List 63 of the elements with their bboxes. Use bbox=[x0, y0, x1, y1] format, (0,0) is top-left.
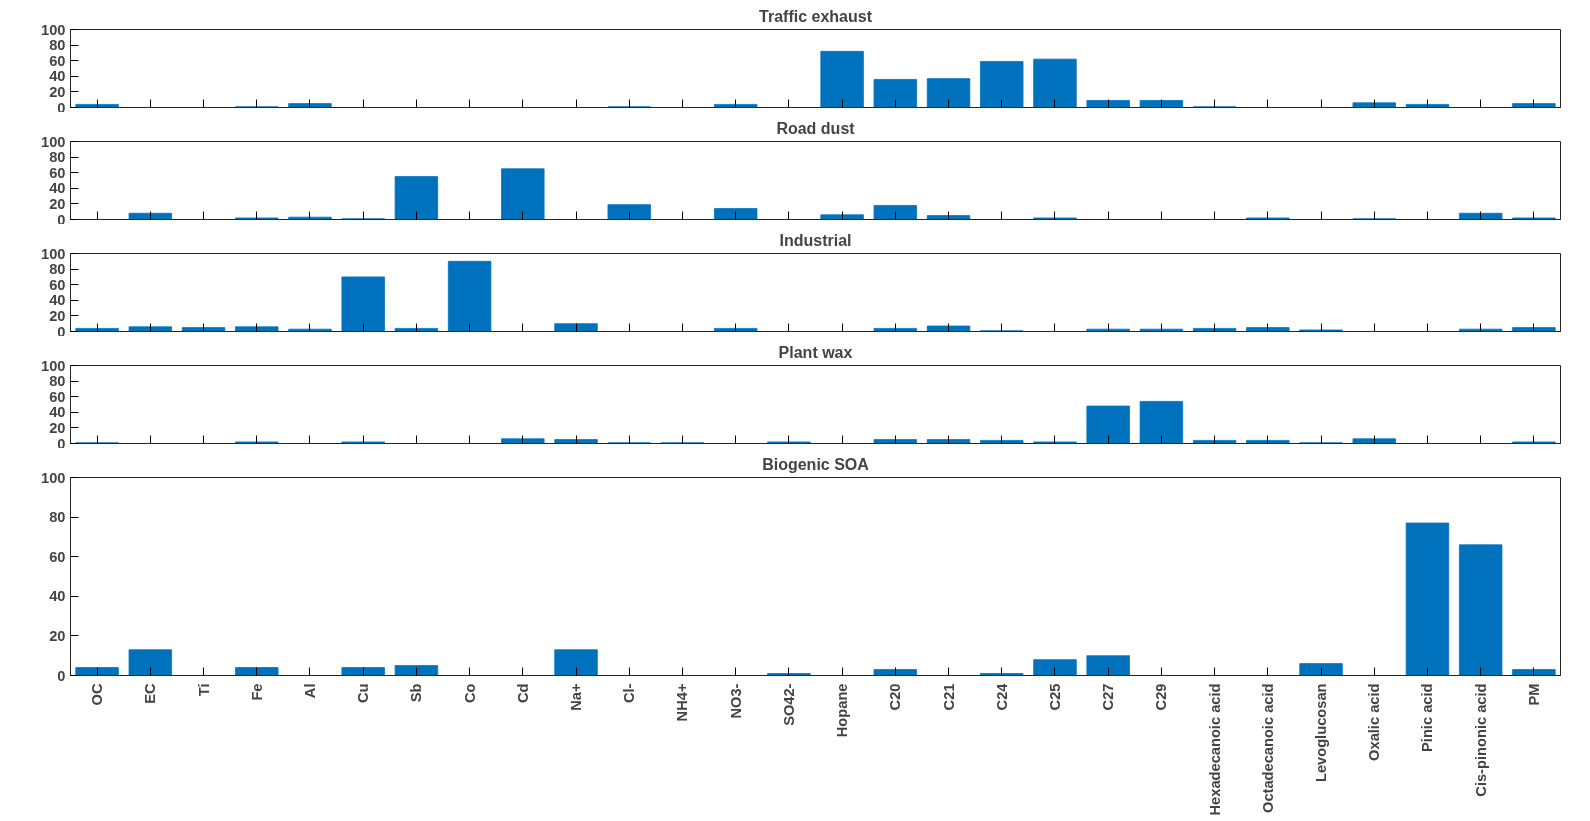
y-tick-label: 40 bbox=[49, 68, 66, 85]
y-tick-label: 20 bbox=[49, 307, 66, 324]
x-tick-label: Sb bbox=[408, 683, 425, 703]
y-tick-label: 0 bbox=[57, 99, 66, 116]
y-tick-label: 60 bbox=[49, 52, 66, 69]
y-tick-label: 80 bbox=[49, 149, 66, 166]
y-tick-label: 40 bbox=[49, 180, 66, 197]
y-tick-label: 40 bbox=[49, 404, 66, 421]
x-tick-label: Hexadecanoic acid bbox=[1206, 683, 1223, 816]
y-tick-label: 100 bbox=[41, 21, 66, 38]
x-tick-label: C25 bbox=[1046, 683, 1063, 711]
y-tick-label: 20 bbox=[49, 83, 66, 100]
y-tick-label: 20 bbox=[49, 627, 66, 644]
x-tick-label: Ti bbox=[195, 683, 212, 697]
y-tick-label: 0 bbox=[57, 667, 66, 684]
y-tick-label: 60 bbox=[49, 164, 66, 181]
y-tick-label: 60 bbox=[49, 276, 66, 293]
y-tick-label: 0 bbox=[57, 323, 66, 340]
y-tick-label: 100 bbox=[41, 357, 66, 374]
x-tick-label: C27 bbox=[1100, 683, 1117, 711]
y-tick-label: 100 bbox=[41, 245, 66, 262]
y-tick-label: 100 bbox=[41, 469, 66, 486]
chart-title: Traffic exhaust bbox=[759, 7, 873, 25]
x-tick-label: C21 bbox=[940, 683, 957, 711]
x-tick-label: NO3- bbox=[727, 683, 744, 719]
y-tick-label: 40 bbox=[49, 588, 66, 605]
y-tick-label: 60 bbox=[49, 388, 66, 405]
x-tick-label: SO42- bbox=[780, 683, 797, 726]
x-tick-label: NH4+ bbox=[674, 683, 691, 722]
x-tick-label: Fe bbox=[248, 683, 265, 701]
x-tick-label: Co bbox=[461, 683, 478, 704]
x-tick-label: Al bbox=[301, 683, 318, 699]
y-tick-label: 0 bbox=[57, 211, 66, 228]
x-tick-label: C20 bbox=[887, 683, 904, 711]
y-tick-label: 80 bbox=[49, 373, 66, 390]
x-tick-label: Oxalic acid bbox=[1366, 683, 1383, 761]
y-tick-label: 100 bbox=[41, 133, 66, 150]
x-tick-label: Na+ bbox=[568, 683, 585, 711]
x-tick-label: C24 bbox=[993, 682, 1010, 711]
y-tick-label: 80 bbox=[49, 509, 66, 526]
x-tick-label: Octadecanoic acid bbox=[1259, 683, 1276, 814]
chart-title: Plant wax bbox=[778, 343, 853, 361]
y-tick-label: 80 bbox=[49, 37, 66, 54]
x-tick-label: Pinic acid bbox=[1419, 683, 1436, 752]
y-tick-label: 0 bbox=[57, 435, 66, 452]
y-tick-label: 20 bbox=[49, 419, 66, 436]
chart-title: Biogenic SOA bbox=[762, 455, 870, 473]
x-tick-label: Cd bbox=[514, 683, 531, 704]
y-tick-label: 80 bbox=[49, 261, 66, 278]
y-tick-label: 20 bbox=[49, 195, 66, 212]
x-tick-label: Hopane bbox=[834, 683, 851, 738]
x-tick-label: OC bbox=[89, 683, 106, 706]
x-tick-label: Levoglucosan bbox=[1313, 683, 1330, 783]
x-tick-label: EC bbox=[142, 683, 159, 704]
x-tick-label: Cu bbox=[355, 683, 372, 704]
chart-title: Road dust bbox=[776, 119, 856, 137]
y-tick-label: 60 bbox=[49, 548, 66, 565]
chart-title: Industrial bbox=[779, 231, 852, 249]
x-tick-label: PM bbox=[1525, 683, 1542, 706]
x-tick-label: C29 bbox=[1153, 683, 1170, 711]
x-tick-label: Cl- bbox=[621, 683, 638, 704]
x-tick-label: Cis-pinonic acid bbox=[1472, 683, 1489, 797]
y-tick-label: 40 bbox=[49, 292, 66, 309]
